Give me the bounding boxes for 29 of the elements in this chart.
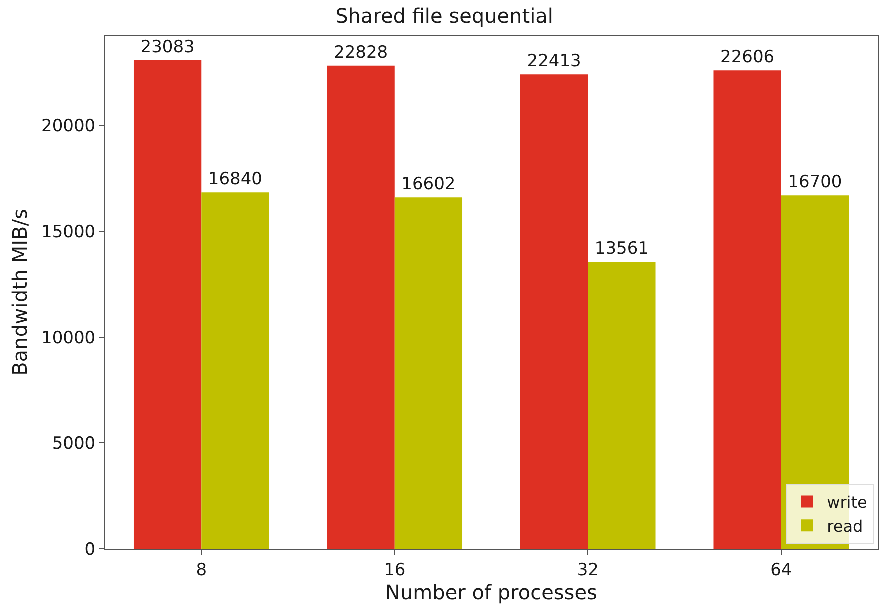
y-tick-label: 15000 <box>42 222 96 242</box>
y-axis-title: Bandwidth MIB/s <box>8 209 32 376</box>
y-tick-label: 10000 <box>42 328 96 348</box>
bar <box>714 70 782 549</box>
bar <box>134 60 202 549</box>
y-tick-label: 5000 <box>52 434 96 454</box>
bar <box>202 192 270 549</box>
data-label: 22413 <box>527 52 582 72</box>
bar <box>394 198 463 549</box>
x-axis-title: Number of processes <box>386 580 598 604</box>
bar <box>520 74 588 549</box>
data-label: 23083 <box>140 37 195 58</box>
x-tick-label: 8 <box>196 560 208 580</box>
x-tick-label: 16 <box>384 560 406 580</box>
bar <box>588 262 656 549</box>
legend-label: read <box>827 516 864 536</box>
y-tick-label: 0 <box>84 540 96 560</box>
data-label: 22828 <box>334 42 388 63</box>
bar <box>327 66 395 549</box>
data-label: 16840 <box>208 170 262 190</box>
data-label: 22606 <box>720 48 775 68</box>
data-label: 16602 <box>402 174 456 195</box>
legend-label: write <box>827 493 868 512</box>
y-tick-label: 20000 <box>42 116 96 137</box>
data-label: 13561 <box>594 239 649 259</box>
data-label: 16700 <box>788 172 842 193</box>
x-tick-label: 64 <box>770 560 792 580</box>
chart-title: Shared file sequential <box>336 4 554 28</box>
x-tick-label: 32 <box>577 560 599 580</box>
